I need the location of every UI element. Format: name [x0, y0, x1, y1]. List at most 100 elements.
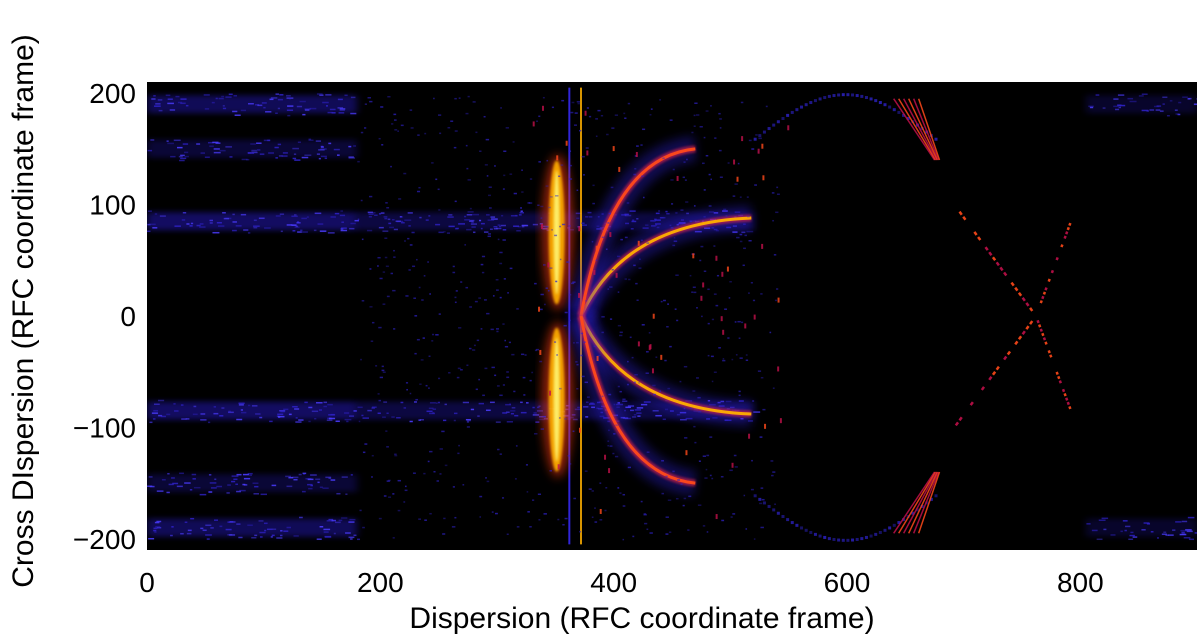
- blue-band-speck: [532, 414, 540, 416]
- blue-band-speck: [265, 111, 272, 113]
- texture-speck: [486, 175, 489, 177]
- texture-speck: [524, 354, 527, 356]
- texture-speck: [664, 408, 669, 411]
- blue-band-speck: [205, 524, 212, 527]
- texture-speck: [670, 179, 674, 181]
- blue-band-speck: [180, 532, 184, 535]
- x-tick-label: 0: [139, 567, 155, 598]
- blue-band-speck: [258, 217, 265, 220]
- texture-speck: [693, 125, 696, 127]
- blue-band-speck: [292, 405, 298, 408]
- texture-speck: [725, 215, 728, 217]
- texture-speck: [689, 220, 692, 223]
- texture-speck: [567, 225, 571, 227]
- cross-line-segment: [1025, 302, 1030, 307]
- texture-speck: [575, 341, 579, 344]
- texture-speck: [701, 315, 703, 318]
- faint-arc-dot: [776, 511, 780, 515]
- blue-band-speck: [353, 145, 356, 147]
- texture-speck: [674, 308, 677, 310]
- texture-speck: [636, 145, 639, 147]
- blue-band-speck: [269, 420, 273, 423]
- blue-band-speck: [241, 158, 248, 161]
- texture-speck: [359, 509, 362, 512]
- texture-dash: [637, 341, 640, 347]
- texture-speck: [506, 371, 509, 373]
- blue-band-speck: [153, 410, 159, 412]
- faint-arc-dot: [869, 97, 873, 101]
- texture-speck: [579, 530, 582, 533]
- texture-speck: [386, 207, 390, 209]
- blue-band-speck: [199, 226, 206, 228]
- blue-band-speck: [185, 418, 190, 420]
- texture-speck: [693, 205, 696, 207]
- blue-band-speck: [1177, 113, 1181, 116]
- texture-speck: [422, 337, 425, 339]
- blue-band-speck: [680, 418, 687, 421]
- texture-speck: [713, 245, 716, 247]
- texture-speck: [748, 139, 752, 142]
- texture-speck: [537, 406, 540, 409]
- blue-band-speck: [147, 210, 152, 212]
- blue-band-speck: [251, 149, 257, 152]
- texture-speck: [416, 338, 420, 341]
- blue-band-speck: [1141, 93, 1148, 95]
- blue-band-speck: [181, 219, 186, 221]
- faint-arc-dot: [906, 117, 910, 121]
- blue-band-speck: [525, 402, 529, 404]
- texture-speck: [495, 328, 499, 330]
- blue-band-speck: [229, 521, 236, 523]
- blue-band-speck: [235, 225, 242, 227]
- texture-speck: [684, 437, 688, 439]
- blue-band-speck: [266, 528, 273, 531]
- blue-band-speck: [382, 230, 389, 232]
- blue-band-speck: [281, 155, 288, 157]
- blue-band-speck: [199, 223, 204, 225]
- blue-band-speck: [349, 518, 356, 521]
- texture-speck: [607, 288, 610, 290]
- texture-dash: [557, 464, 560, 470]
- texture-speck: [605, 248, 608, 251]
- texture-speck: [640, 144, 643, 146]
- blue-band-speck: [251, 151, 258, 154]
- blue-band-speck: [219, 525, 223, 528]
- texture-speck: [431, 162, 434, 164]
- cross-line-segment: [962, 215, 967, 221]
- texture-dash: [726, 266, 729, 272]
- texture-speck: [691, 291, 694, 293]
- blue-band-speck: [176, 485, 183, 488]
- blue-band-speck: [336, 492, 341, 495]
- texture-speck: [576, 101, 581, 103]
- texture-speck: [452, 486, 455, 488]
- faint-arc-dot: [864, 96, 868, 100]
- texture-speck: [381, 144, 384, 146]
- blue-band-glow: [147, 518, 357, 537]
- blue-band-speck: [464, 219, 470, 221]
- streak-line: [912, 98, 940, 161]
- texture-speck: [643, 513, 647, 515]
- blue-band-speck: [153, 529, 157, 532]
- texture-speck: [400, 124, 404, 127]
- blue-band-speck: [157, 399, 165, 402]
- blue-band-speck: [380, 212, 385, 214]
- blue-band-speck: [362, 417, 370, 419]
- texture-speck: [568, 150, 572, 152]
- blue-band-speck: [325, 476, 332, 479]
- texture-speck: [569, 293, 572, 296]
- texture-dash: [715, 514, 718, 520]
- texture-dash: [578, 292, 581, 298]
- texture-speck: [619, 492, 622, 494]
- blue-band-speck: [322, 101, 329, 104]
- blue-band-speck: [1180, 529, 1188, 532]
- texture-speck: [572, 281, 576, 283]
- texture-speck: [377, 256, 381, 259]
- blue-band-speck: [447, 216, 454, 218]
- faint-arc-dot: [888, 526, 892, 530]
- texture-speck: [465, 286, 469, 289]
- blue-band-speck: [184, 155, 189, 158]
- blue-band-speck: [636, 412, 642, 414]
- texture-speck: [392, 493, 395, 495]
- blue-band-speck: [348, 521, 355, 523]
- feature-blue-band-3: [147, 516, 360, 541]
- cross-line-segment: [958, 416, 963, 422]
